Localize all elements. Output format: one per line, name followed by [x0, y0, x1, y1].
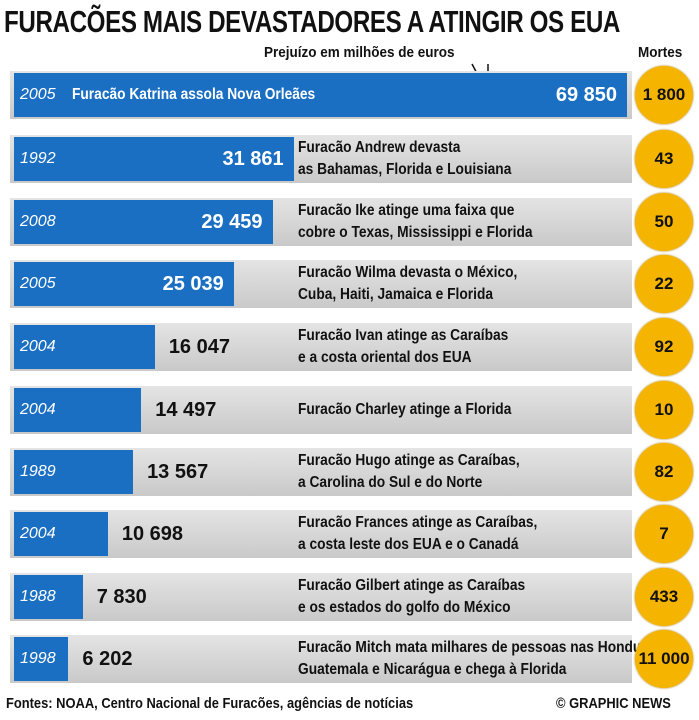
bar: [14, 575, 83, 619]
row-band: [10, 510, 632, 558]
description: Furacão Mitch mata milhares de pessoas n…: [298, 639, 666, 678]
description: Furacão Gilbert atinge as Caraíbas e os …: [298, 577, 526, 616]
deaths-label: Mortes: [638, 44, 683, 61]
value-label: 25 039: [162, 273, 224, 295]
row-band: [10, 635, 632, 683]
value-label: 31 861: [222, 148, 284, 170]
deaths-circle: 22: [635, 255, 693, 313]
value-label: 69 850: [555, 84, 617, 106]
year: 1992: [20, 150, 56, 167]
year: 2004: [20, 338, 56, 355]
year: 2005: [20, 275, 56, 292]
bar: [14, 388, 142, 432]
description: Furacão Ivan atinge as Caraíbas e a cost…: [298, 327, 509, 366]
value-label: 29 459: [201, 211, 263, 233]
deaths-circle: 50: [635, 193, 693, 251]
year: 1989: [20, 463, 56, 480]
value-label: 7 830: [96, 586, 147, 608]
year: 2004: [20, 525, 56, 542]
value-label: 13 567: [147, 461, 209, 483]
deaths-circle: 43: [635, 130, 693, 188]
bar: [14, 637, 69, 681]
year: 1988: [20, 588, 56, 605]
year: 2008: [20, 213, 56, 230]
description: Furacão Andrew devasta as Bahamas, Flori…: [298, 139, 512, 178]
deaths-circle: 10: [635, 381, 693, 439]
description: Furacão Ike atinge uma faixa que cobre o…: [298, 202, 533, 241]
bar: [14, 73, 627, 117]
year: 1998: [20, 650, 56, 667]
bar: [14, 450, 134, 494]
deaths-circle: 433: [635, 568, 693, 626]
bar: [14, 325, 155, 369]
value-label: 6 202: [82, 648, 133, 670]
source: Fontes: NOAA, Centro Nacional de Furacõe…: [6, 695, 414, 712]
value-label: 10 698: [121, 523, 184, 545]
description: Furacão Wilma devasta o México, Cuba, Ha…: [298, 264, 518, 303]
year: 2004: [20, 401, 56, 418]
deaths-circle: 7: [635, 505, 693, 563]
deaths-circle: 92: [635, 318, 693, 376]
deaths-circle: 11 000: [635, 630, 693, 688]
description: Furacão Frances atinge as Caraíbas, a co…: [298, 514, 538, 553]
bar: [14, 137, 294, 181]
deaths-circle: 82: [635, 443, 693, 501]
row-band: [10, 573, 632, 621]
axis-label: Prejuízo em milhões de euros: [264, 44, 455, 61]
bar: [14, 200, 273, 244]
value-label: 14 497: [155, 399, 217, 421]
bar: [14, 512, 108, 556]
year: 2005: [20, 86, 56, 103]
chart-title: FURACÕES MAIS DEVASTADORES A ATINGIR OS …: [4, 4, 620, 39]
description: Furacão Hugo atinge as Caraíbas, a Carol…: [298, 452, 520, 491]
bar: [14, 262, 234, 306]
credit: © GRAPHIC NEWS: [556, 695, 671, 712]
description: Furacão Charley atinge a Florida: [298, 401, 512, 418]
deaths-circle: 1 800: [635, 66, 693, 124]
description: Furacão Katrina assola Nova Orleães: [72, 86, 316, 103]
value-label: 16 047: [168, 336, 230, 358]
